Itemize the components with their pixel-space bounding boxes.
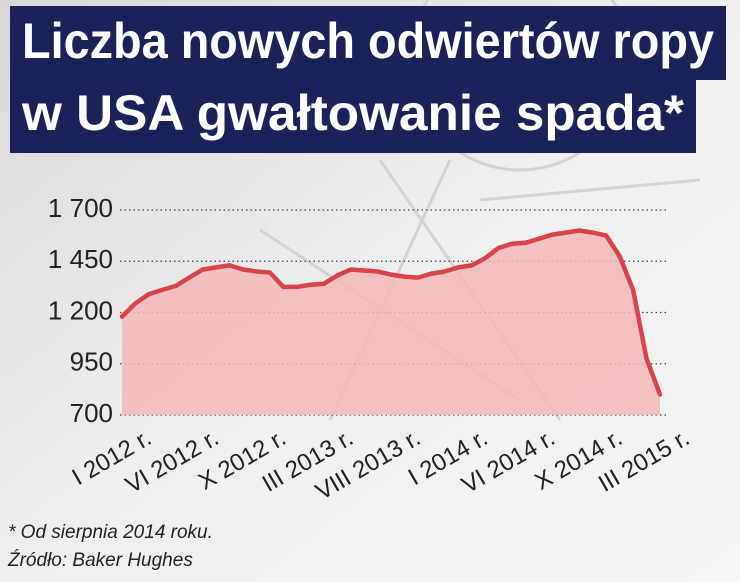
area — [122, 230, 660, 415]
y-tick-label: 1 200 — [48, 295, 113, 325]
title-box — [10, 80, 696, 153]
source: Źródło: Baker Hughes — [7, 550, 193, 571]
y-tick-label: 700 — [70, 398, 113, 428]
title-box — [10, 6, 726, 80]
y-tick-label: 950 — [70, 347, 113, 377]
line — [119, 228, 663, 397]
y-tick-label: 1 450 — [48, 244, 113, 274]
footnote: * Od sierpnia 2014 roku. — [8, 522, 213, 543]
y-tick-label: 1 700 — [48, 193, 113, 223]
chart-title: w USA gwałtowanie spada* — [21, 85, 685, 141]
chart-title: Liczba nowych odwiertów ropy — [22, 13, 714, 69]
